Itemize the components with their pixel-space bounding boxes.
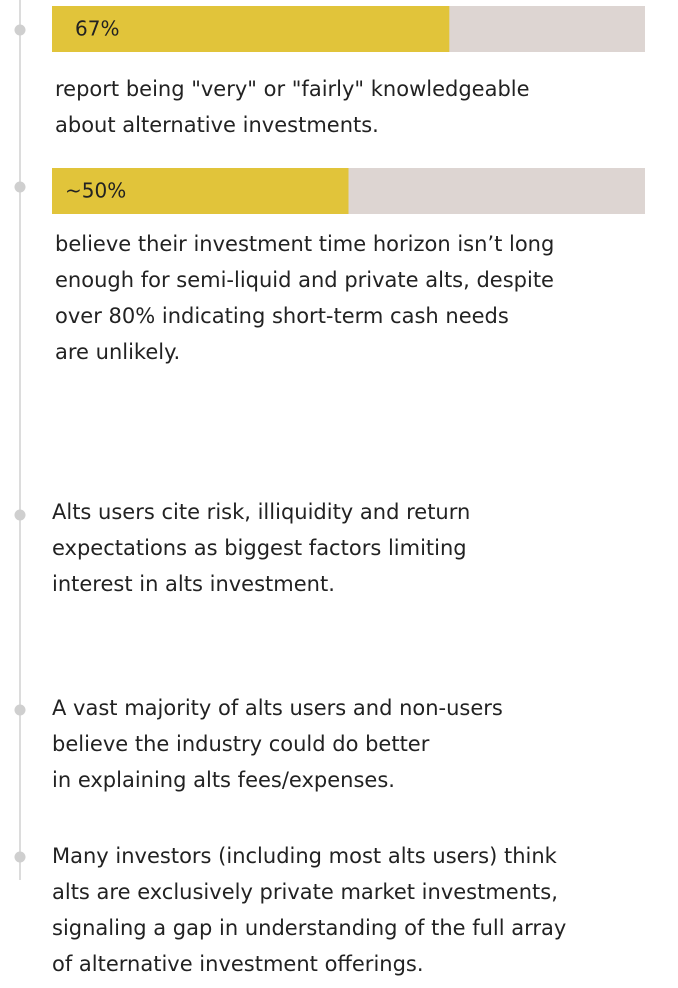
text-line: interest in alts investment. <box>52 572 335 596</box>
timeline-dot <box>14 704 26 716</box>
text-line: A vast majority of alts users and non-us… <box>52 696 503 720</box>
text-line: Alts users cite risk, illiquidity and re… <box>52 500 470 524</box>
timeline-dot <box>14 509 26 521</box>
bar-label: ~50% <box>65 179 126 203</box>
text-line: of alternative investment offerings. <box>52 952 424 976</box>
timeline-dot <box>14 181 26 193</box>
text-line: signaling a gap in understanding of the … <box>52 916 566 940</box>
text-line: are unlikely. <box>55 340 180 364</box>
bar-fill <box>52 6 450 52</box>
text-line: about alternative investments. <box>55 113 379 137</box>
text-line: in explaining alts fees/expenses. <box>52 768 395 792</box>
bar-fill <box>52 168 349 214</box>
text-line: over 80% indicating short-term cash need… <box>55 304 509 328</box>
timeline-dot <box>14 851 26 863</box>
text-line: report being "very" or "fairly" knowledg… <box>55 77 530 101</box>
text-line: expectations as biggest factors limiting <box>52 536 467 560</box>
text-line: believe the industry could do better <box>52 732 430 756</box>
text-line: believe their investment time horizon is… <box>55 232 554 256</box>
text-line: alts are exclusively private market inve… <box>52 880 558 904</box>
text-line: enough for semi-liquid and private alts,… <box>55 268 554 292</box>
text-line: Many investors (including most alts user… <box>52 844 558 868</box>
timeline-dot <box>14 24 26 36</box>
bar-label: 67% <box>75 17 119 41</box>
